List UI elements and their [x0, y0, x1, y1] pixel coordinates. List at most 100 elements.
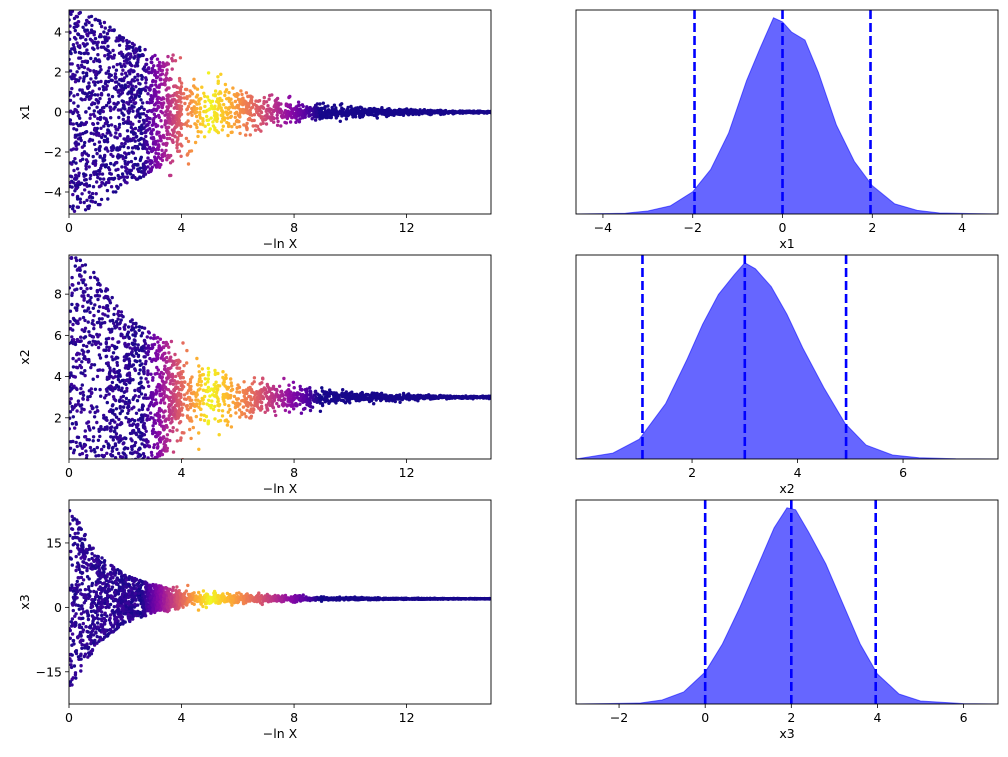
trace-point	[81, 157, 85, 161]
trace-point	[114, 432, 119, 436]
trace-point	[445, 395, 449, 400]
trace-point	[96, 509, 99, 512]
trace-point	[127, 46, 131, 50]
trace-point	[131, 127, 135, 132]
trace-point	[106, 363, 111, 368]
trace-point	[112, 429, 117, 434]
trace-point	[78, 76, 82, 80]
trace-point	[97, 512, 100, 515]
trace-point	[109, 495, 112, 498]
trace-point	[223, 90, 227, 94]
trace-point	[121, 68, 125, 72]
trace-point	[106, 69, 111, 73]
trace-point	[153, 53, 157, 58]
trace-point	[167, 345, 171, 349]
trace-point	[104, 103, 109, 108]
trace-point	[170, 410, 174, 414]
trace-point	[292, 386, 296, 390]
trace-point	[108, 421, 112, 425]
trace-point	[301, 407, 306, 411]
trace-point	[99, 322, 103, 327]
trace-point	[173, 409, 178, 413]
trace-point	[116, 101, 120, 105]
trace-point	[275, 401, 279, 406]
trace-point	[274, 98, 279, 102]
trace-point	[87, 482, 90, 485]
trace-point	[81, 289, 86, 294]
trace-point	[72, 47, 77, 51]
trace-point	[264, 394, 269, 399]
trace-point	[120, 142, 124, 146]
trace-point	[245, 106, 249, 111]
trace-point	[102, 177, 106, 181]
trace-point	[87, 438, 92, 442]
trace-point	[71, 43, 76, 47]
trace-point	[124, 364, 128, 368]
trace-point	[115, 325, 119, 329]
trace-point	[83, 508, 86, 511]
trace-point	[199, 383, 203, 387]
trace-point	[285, 112, 289, 116]
trace-point	[101, 85, 105, 89]
trace-point	[192, 77, 196, 82]
trace-point	[213, 128, 217, 132]
trace-point	[168, 395, 173, 400]
trace-point	[97, 500, 100, 503]
trace-point	[161, 61, 165, 65]
trace-point	[492, 396, 495, 399]
trace-point	[172, 106, 176, 110]
trace-point	[93, 479, 96, 482]
trace-point	[156, 335, 160, 340]
trace-point	[287, 383, 291, 387]
trace-point	[121, 483, 124, 486]
trace-point	[77, 50, 82, 55]
trace-point	[81, 390, 85, 394]
trace-point	[129, 80, 133, 84]
trace-point	[372, 392, 376, 396]
trace-point	[166, 153, 170, 158]
trace-point	[191, 425, 195, 430]
trace-point	[72, 318, 77, 322]
trace-point	[69, 397, 73, 401]
trace-point	[175, 142, 180, 147]
trace-point	[125, 181, 129, 185]
trace-point	[125, 175, 130, 179]
trace-point	[127, 90, 131, 94]
trace-point	[109, 329, 114, 334]
trace-point	[110, 446, 115, 450]
trace-point	[166, 54, 170, 59]
trace-point	[96, 40, 100, 44]
trace-point	[173, 59, 178, 63]
trace-point	[89, 524, 92, 527]
trace-point	[251, 410, 255, 414]
trace-point	[87, 488, 90, 491]
trace-point	[114, 85, 119, 89]
trace-point	[105, 188, 110, 193]
trace-point	[83, 263, 88, 267]
trace-point	[73, 28, 78, 33]
trace-point	[128, 423, 132, 427]
trace-point	[106, 504, 109, 507]
trace-point	[99, 394, 103, 398]
trace-point	[136, 74, 140, 78]
trace-point	[102, 138, 107, 143]
trace-point	[117, 399, 122, 403]
trace-point	[392, 109, 396, 114]
trace-point	[77, 479, 80, 482]
trace-point	[98, 32, 103, 37]
trace-point	[113, 420, 117, 424]
trace-point	[104, 348, 108, 352]
trace-point	[266, 104, 270, 108]
trace-point	[72, 127, 76, 131]
trace-point	[264, 122, 269, 126]
trace-point	[115, 447, 119, 451]
trace-point	[92, 33, 96, 37]
trace-point	[256, 112, 261, 117]
trace-point	[83, 43, 88, 47]
trace-point	[206, 122, 211, 127]
trace-point	[94, 70, 99, 74]
trace-point	[188, 94, 192, 98]
trace-point	[109, 172, 114, 176]
trace-point	[135, 113, 139, 118]
trace-point	[150, 70, 154, 75]
